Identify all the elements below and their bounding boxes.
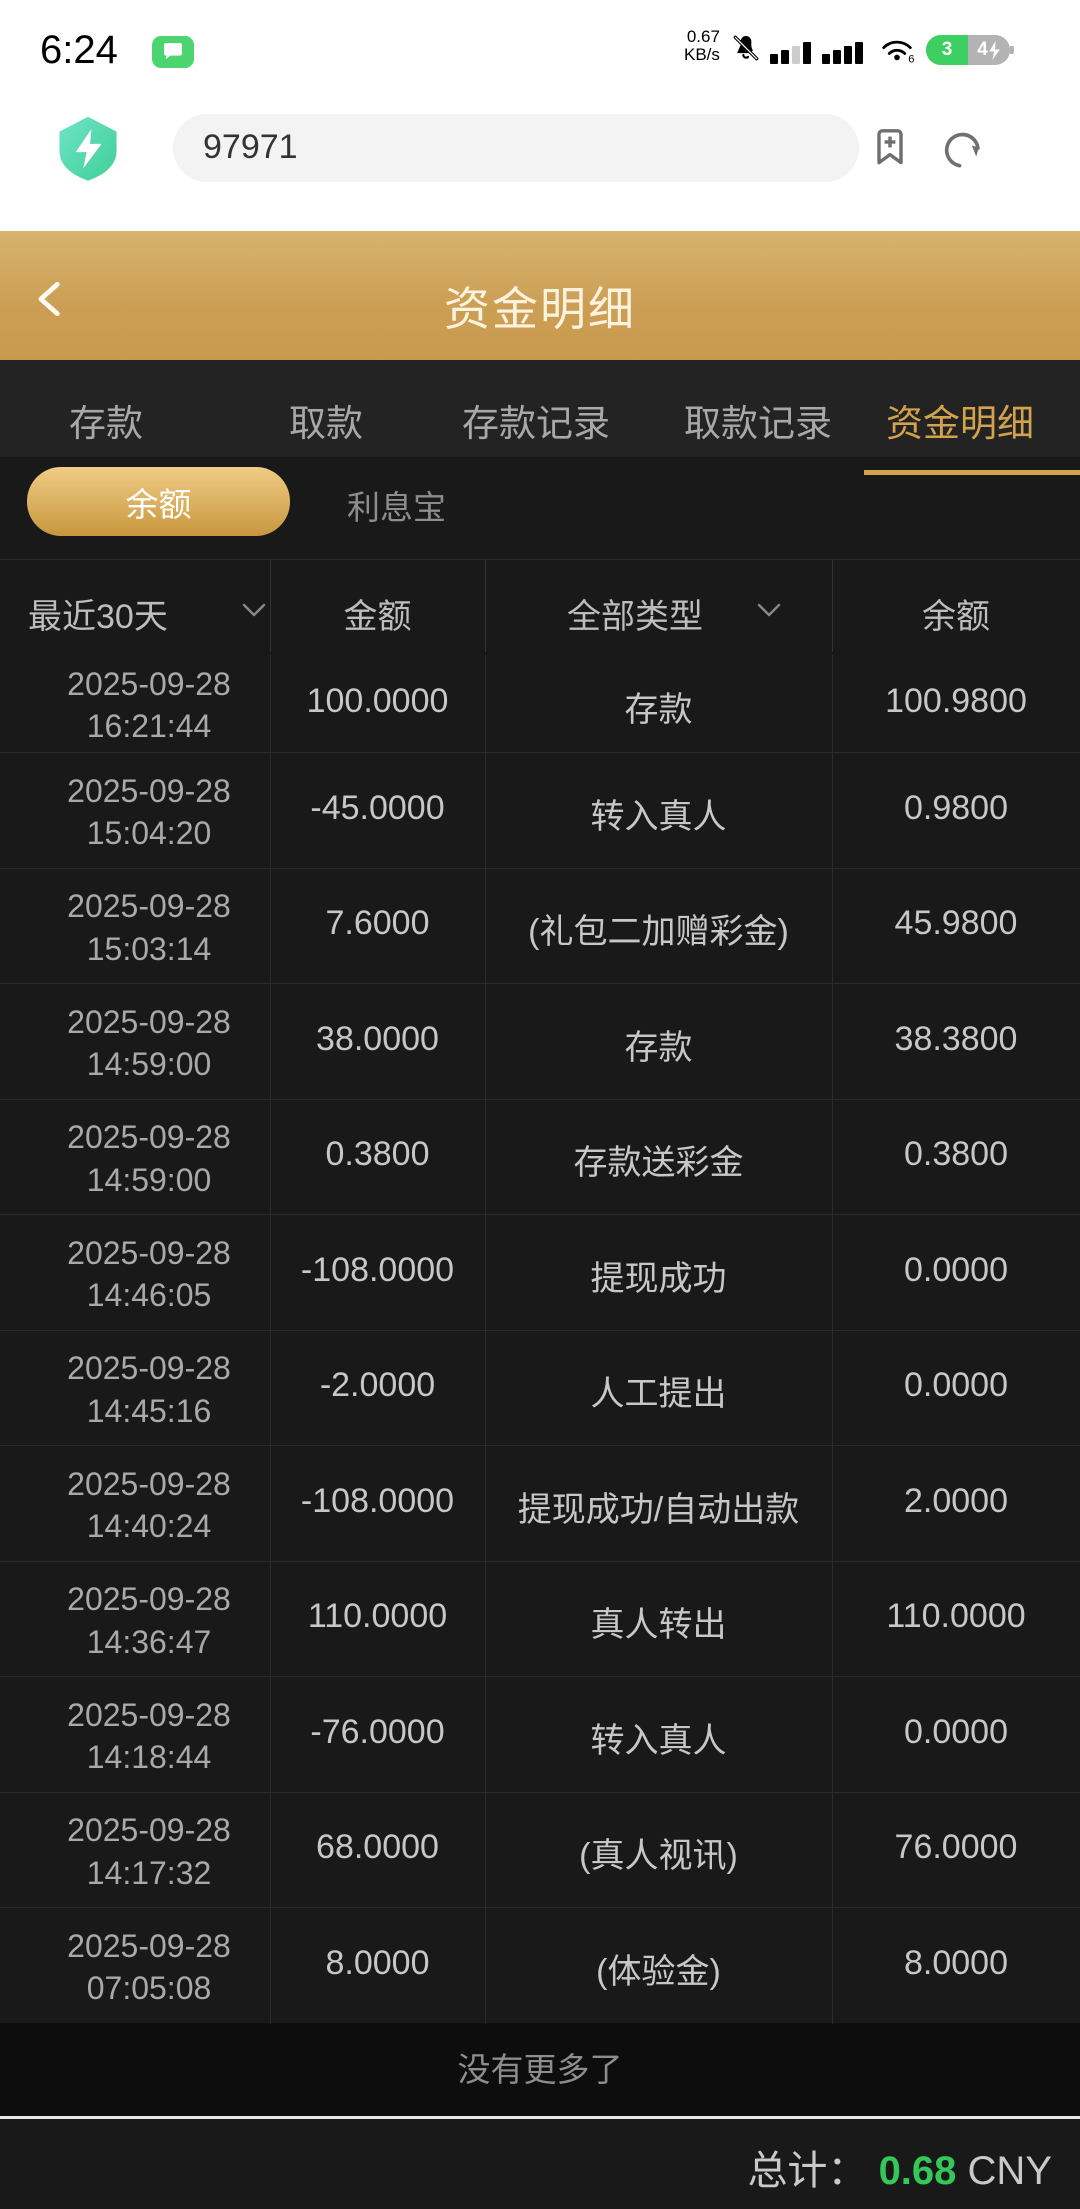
svg-text:6: 6 xyxy=(908,54,914,64)
